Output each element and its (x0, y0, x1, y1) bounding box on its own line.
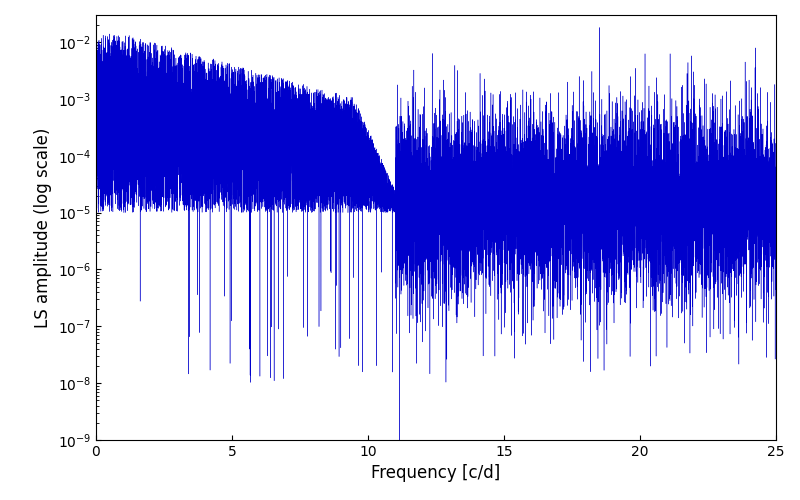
Y-axis label: LS amplitude (log scale): LS amplitude (log scale) (34, 128, 52, 328)
X-axis label: Frequency [c/d]: Frequency [c/d] (371, 464, 501, 482)
